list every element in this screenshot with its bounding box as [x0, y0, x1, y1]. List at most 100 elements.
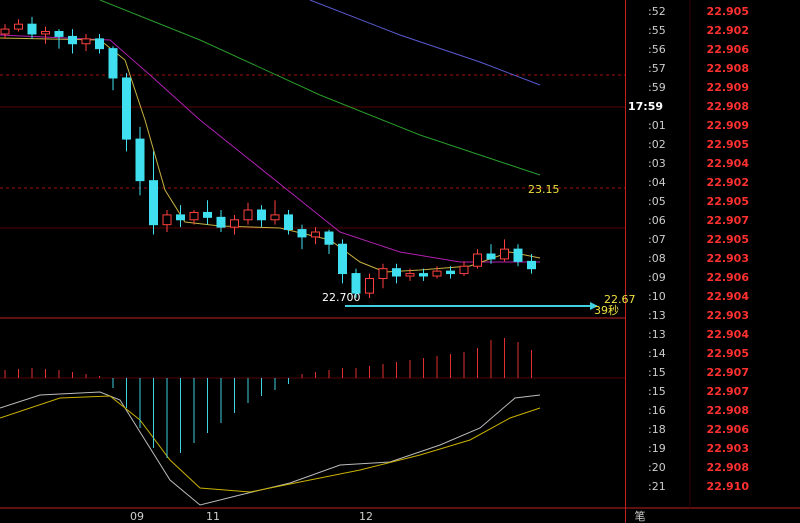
macd-line	[0, 391, 541, 506]
trade-price: 22.902	[707, 176, 749, 189]
candle-body	[203, 211, 212, 218]
candle-body	[216, 216, 226, 228]
candle-body	[392, 268, 401, 277]
trade-price: 22.905	[707, 195, 749, 208]
trade-price: 22.903	[707, 442, 749, 455]
trade-price: 22.903	[707, 309, 749, 322]
ma-line	[99, 0, 541, 176]
candle-body	[324, 231, 334, 245]
countdown: 39秒	[594, 303, 619, 317]
trade-price: 22.904	[707, 157, 750, 170]
trade-time: :59	[648, 81, 666, 94]
candle-body	[527, 260, 536, 270]
candle-body	[270, 214, 280, 221]
candle-body	[432, 270, 442, 277]
trade-time: :04	[648, 176, 666, 189]
trade-time: :02	[648, 138, 666, 151]
candle-body	[459, 265, 469, 275]
candle-body	[122, 77, 131, 140]
candle-body	[513, 248, 523, 262]
last-price-label: 22.67	[604, 293, 636, 306]
candle-body	[27, 23, 37, 35]
x-label: 09	[130, 510, 144, 523]
candle-body	[0, 28, 10, 35]
trade-time: :16	[648, 404, 666, 417]
trade-time: :13	[648, 309, 666, 322]
trade-price: 22.907	[707, 385, 749, 398]
candle-body	[351, 273, 361, 294]
candle-body	[405, 273, 415, 277]
candle-body	[257, 209, 266, 221]
trade-price: 22.908	[707, 100, 749, 113]
candle-body	[284, 214, 293, 231]
candle-body	[486, 253, 496, 260]
trade-time: :18	[648, 423, 666, 436]
candle-body	[230, 219, 239, 228]
trade-time: :52	[648, 5, 666, 18]
arrow-head	[590, 302, 598, 310]
candle-body	[81, 38, 91, 45]
candle-body	[473, 253, 482, 267]
x-label: 11	[206, 510, 220, 523]
trade-time: :57	[648, 62, 666, 75]
trade-time: :05	[648, 195, 666, 208]
trade-price: 22.904	[707, 328, 750, 341]
trade-time: 17:59	[628, 100, 663, 113]
trade-price: 22.908	[707, 62, 749, 75]
candle-body	[419, 273, 428, 277]
trade-price: 22.906	[707, 43, 750, 56]
trade-price: 22.908	[707, 404, 749, 417]
trade-time: :15	[648, 385, 666, 398]
trade-price: 22.902	[707, 24, 749, 37]
trade-time: :08	[648, 252, 666, 265]
candle-body	[338, 243, 347, 275]
trade-time: :06	[648, 214, 666, 227]
trade-price: 22.906	[707, 423, 750, 436]
low-label: 22.700	[322, 291, 361, 304]
trade-price: 22.906	[707, 271, 750, 284]
level-label: 23.15	[528, 183, 560, 196]
trade-price: 22.907	[707, 366, 749, 379]
trade-time: :56	[648, 43, 666, 56]
candle-body	[243, 209, 253, 221]
candle-body	[68, 35, 77, 45]
trade-time: :55	[648, 24, 666, 37]
trade-time: :19	[648, 442, 666, 455]
candle-body	[135, 138, 145, 182]
x-label: 12	[359, 510, 373, 523]
trade-price: 22.910	[707, 480, 750, 493]
candle-body	[54, 31, 64, 37]
candle-body	[108, 48, 118, 79]
candle-body	[297, 229, 307, 238]
candle-body	[14, 23, 23, 30]
candle-body	[500, 248, 509, 260]
signal-line	[0, 395, 541, 493]
trade-price: 22.908	[707, 461, 749, 474]
trade-time: :21	[648, 480, 666, 493]
candle-body	[446, 270, 455, 275]
trade-time: :14	[648, 347, 666, 360]
trade-time: :03	[648, 157, 666, 170]
candle-body	[378, 268, 388, 279]
trade-price: 22.903	[707, 252, 749, 265]
candle-body	[95, 38, 104, 50]
trade-time: :20	[648, 461, 666, 474]
trade-price: 22.907	[707, 214, 749, 227]
trade-time: :09	[648, 271, 666, 284]
candle-body	[311, 231, 320, 238]
trade-price: 22.905	[707, 138, 749, 151]
candle-body	[149, 180, 158, 226]
ma-line	[0, 37, 541, 273]
candle-body	[41, 31, 50, 35]
trade-price: 22.905	[707, 5, 749, 18]
trade-price: 22.905	[707, 233, 749, 246]
candle-body	[176, 214, 185, 221]
trade-time: :13	[648, 328, 666, 341]
footer-label: 笔	[635, 509, 646, 523]
trade-time: :01	[648, 119, 666, 132]
candle-body	[162, 214, 172, 226]
trade-price: 22.904	[707, 290, 750, 303]
